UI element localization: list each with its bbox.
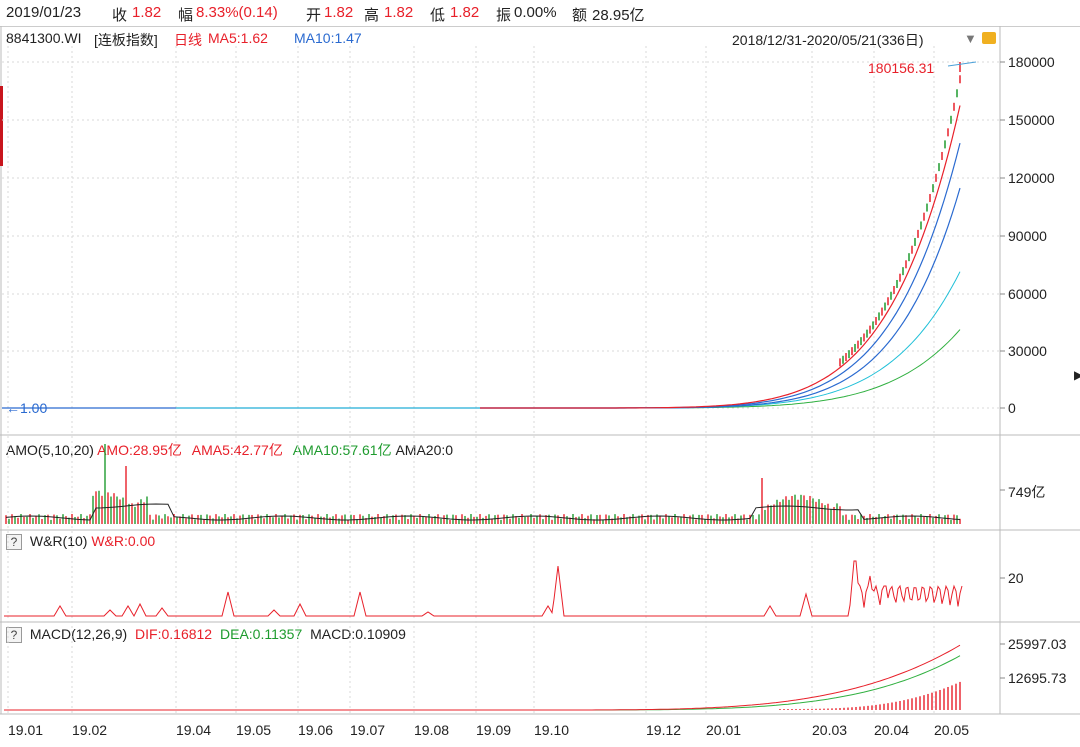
amplitude-label: 振 [496, 7, 512, 24]
help-icon[interactable]: ? [6, 627, 22, 643]
help-icon[interactable]: ? [6, 534, 22, 550]
x-tick-label: 20.01 [706, 722, 742, 738]
ama20-line [5, 503, 961, 521]
ama20-value: AMA20:0 [395, 442, 454, 458]
x-tick-label: 19.02 [72, 722, 108, 738]
y-tick: 150000 [1008, 112, 1055, 128]
x-tick-label: 19.09 [476, 722, 512, 738]
quote-info-bar: 2019/01/23 收 1.82 幅 8.33%(0.14) 开 1.82 高… [0, 0, 1080, 27]
close-label: 收 [112, 7, 128, 24]
high-label: 高 [364, 7, 380, 24]
dea-value: DEA:0.11357 [220, 626, 303, 642]
x-tick-label: 19.07 [350, 722, 386, 738]
macd-y-tick: 12695.73 [1008, 670, 1067, 686]
high-value: 1.82 [384, 4, 414, 21]
amount-label: 额 [572, 7, 588, 24]
y-tick: 30000 [1008, 343, 1047, 359]
ma10-label: MA10:1.47 [294, 30, 362, 46]
dif-line [4, 644, 961, 711]
x-tick-label: 19.05 [236, 722, 272, 738]
x-tick-label: 19.08 [414, 722, 450, 738]
low-label: 低 [430, 7, 446, 24]
x-tick-label: 19.06 [298, 722, 334, 738]
period-label[interactable]: 日线 [174, 32, 202, 48]
x-tick-label: 19.10 [534, 722, 570, 738]
cursor-arrow-icon: ▶ [1074, 368, 1080, 382]
ma5-label: MA5:1.62 [208, 30, 268, 46]
wr-title: W&R(10) [29, 533, 88, 549]
wr-line [4, 560, 963, 618]
x-tick-label: 19.12 [646, 722, 682, 738]
ma10b-line [480, 142, 961, 409]
ma20-line [480, 271, 961, 409]
ma5-line [480, 105, 961, 409]
quote-date: 2019/01/23 [6, 4, 82, 21]
max-value-label: 180156.31 [868, 60, 935, 76]
change-label: 幅 [178, 7, 194, 24]
amo-y-tick: 749亿 [1008, 484, 1046, 500]
amo-header: AMO(5,10,20) AMO:28.95亿 AMA5:42.77亿 AMA1… [6, 440, 453, 460]
y-tick: 180000 [1008, 54, 1055, 70]
index-name: [连板指数] [94, 32, 158, 48]
date-range-selector[interactable]: 2018/12/31-2020/05/21(336日) [732, 32, 924, 48]
left-marker [0, 86, 3, 166]
low-value: 1.82 [450, 4, 480, 21]
x-tick-label: 20.05 [934, 722, 970, 738]
dea-line [4, 655, 961, 711]
x-tick-label: 20.03 [812, 722, 848, 738]
ama5-value: AMA5:42.77亿 [191, 442, 283, 458]
macd-value: MACD:0.10909 [310, 626, 406, 642]
amo-value: AMO:28.95亿 [97, 442, 182, 458]
y-tick: 90000 [1008, 228, 1047, 244]
wr-header: ? W&R(10) W&R:0.00 [6, 533, 155, 550]
amount-value: 28.95亿 [592, 7, 645, 24]
amplitude-value: 0.00% [514, 4, 557, 21]
wr-value: W&R:0.00 [91, 533, 156, 549]
ama10-value: AMA10:57.61亿 [292, 442, 392, 458]
macd-title: MACD(12,26,9) [29, 626, 128, 642]
open-label: 开 [306, 7, 322, 24]
change-value: 8.33%(0.14) [196, 4, 278, 21]
max-arrow [947, 61, 977, 67]
x-tick-label: 20.04 [874, 722, 910, 738]
ma60-line [480, 329, 961, 409]
macd-header: ? MACD(12,26,9) DIF:0.16812 DEA:0.11357 … [6, 626, 406, 643]
x-tick-label: 19.04 [176, 722, 212, 738]
open-value: 1.82 [324, 4, 354, 21]
chevron-down-icon[interactable]: ▼ [964, 31, 977, 46]
y-tick: 0 [1008, 400, 1016, 416]
x-tick-label: 19.01 [8, 722, 44, 738]
index-code: 8841300.WI [6, 30, 82, 46]
lock-icon[interactable] [982, 32, 996, 44]
y-tick: 60000 [1008, 286, 1047, 302]
wr-y-tick: 20 [1008, 570, 1024, 586]
y-tick: 120000 [1008, 170, 1055, 186]
macd-y-tick: 25997.03 [1008, 636, 1067, 652]
close-value: 1.82 [132, 4, 162, 21]
dif-value: DIF:0.16812 [135, 626, 213, 642]
